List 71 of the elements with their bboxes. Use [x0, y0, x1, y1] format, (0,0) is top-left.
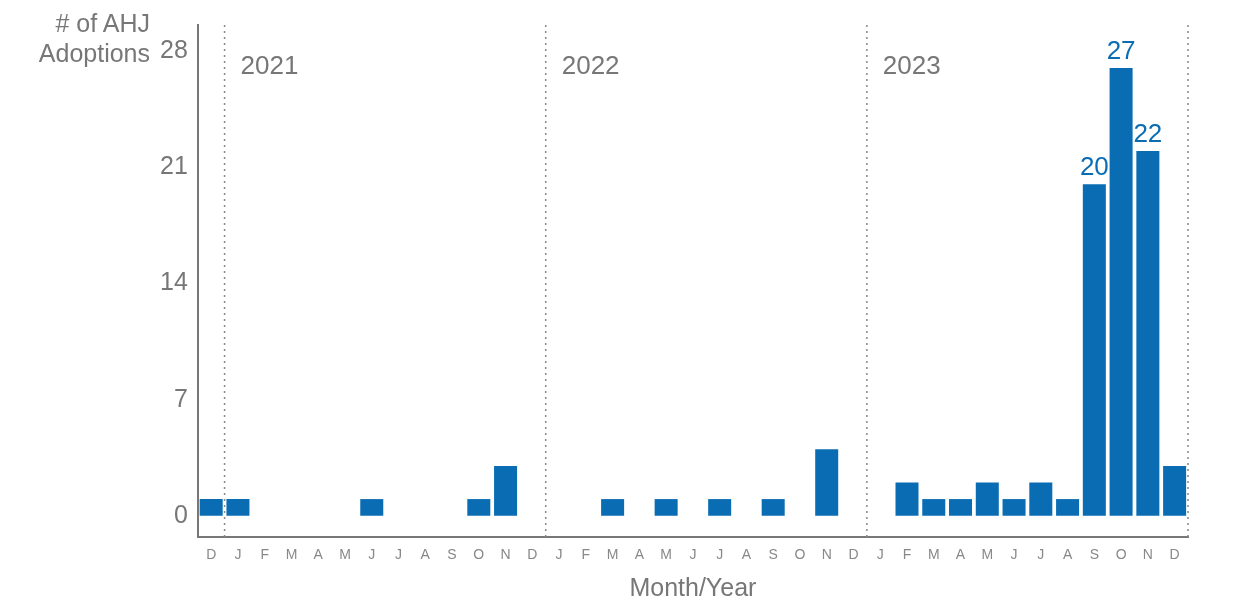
bar [360, 499, 384, 516]
x-tick-label: A [1062, 546, 1073, 563]
x-tick-label: O [473, 546, 485, 563]
x-tick-label: A [634, 546, 645, 563]
x-tick-label: M [606, 546, 619, 563]
bar [1029, 482, 1053, 516]
bar [708, 499, 732, 516]
bar [226, 499, 250, 516]
y-axis-title: # of AHJ Adoptions [37, 8, 150, 68]
y-tick-label: 21 [160, 151, 188, 180]
x-tick-label: J [395, 546, 403, 563]
data-label: 20 [1079, 151, 1109, 182]
x-tick-label: S [768, 546, 778, 563]
bar [654, 499, 678, 516]
x-tick-label: M [339, 546, 351, 563]
x-tick-label: F [260, 546, 269, 563]
x-tick-label: M [927, 546, 940, 563]
bar [199, 499, 223, 516]
data-label: 22 [1133, 118, 1163, 149]
x-tick-label: S [447, 546, 457, 563]
x-tick-label: M [981, 546, 994, 563]
y-tick-label: 14 [160, 267, 188, 296]
x-tick-label: S [1089, 546, 1100, 563]
x-tick-label: O [1115, 546, 1127, 563]
bar [975, 482, 999, 516]
x-tick-label: J [716, 546, 724, 563]
bar [761, 499, 785, 516]
bar [467, 499, 491, 516]
x-tick-label: A [741, 546, 752, 563]
data-label: 27 [1106, 35, 1136, 66]
bar [895, 482, 919, 516]
y-tick-label: 0 [173, 499, 188, 528]
annotation: 2021 [240, 50, 299, 81]
bar [922, 499, 946, 516]
annotation: 2022 [561, 50, 620, 81]
bar [949, 499, 973, 516]
bar [1056, 499, 1080, 516]
bar [1082, 184, 1106, 516]
bar [494, 465, 518, 516]
x-tick-label: D [1169, 546, 1180, 563]
x-tick-label: J [876, 546, 884, 563]
x-tick-label: F [581, 546, 591, 563]
annotation: 2023 [882, 50, 941, 81]
x-tick-label: F [902, 546, 912, 563]
bar [815, 449, 839, 516]
x-tick-label: J [1010, 546, 1018, 563]
x-tick-label: J [689, 546, 697, 563]
bar [601, 499, 625, 516]
x-tick-label: J [555, 546, 563, 563]
x-tick-label: A [420, 546, 431, 563]
bar [1002, 499, 1026, 516]
x-tick-label: D [527, 546, 538, 563]
x-tick-label: N [821, 546, 832, 563]
x-tick-label: J [368, 546, 376, 563]
x-tick-label: M [660, 546, 672, 563]
x-tick-label: D [206, 546, 217, 563]
bar [1109, 68, 1133, 516]
x-tick-label: D [848, 546, 859, 563]
bar [1136, 150, 1160, 516]
x-tick-label: O [794, 546, 806, 563]
x-tick-label: N [500, 546, 511, 563]
x-tick-label: A [313, 546, 324, 563]
y-tick-label: 28 [160, 35, 188, 64]
x-tick-label: M [285, 546, 298, 563]
x-axis-title: Month/Year [629, 572, 757, 601]
x-tick-label: N [1142, 546, 1153, 563]
x-tick-label: J [1037, 546, 1045, 563]
x-tick-label: J [234, 546, 242, 563]
y-tick-label: 7 [173, 383, 188, 412]
bar [1163, 465, 1187, 516]
x-tick-label: A [955, 546, 966, 563]
